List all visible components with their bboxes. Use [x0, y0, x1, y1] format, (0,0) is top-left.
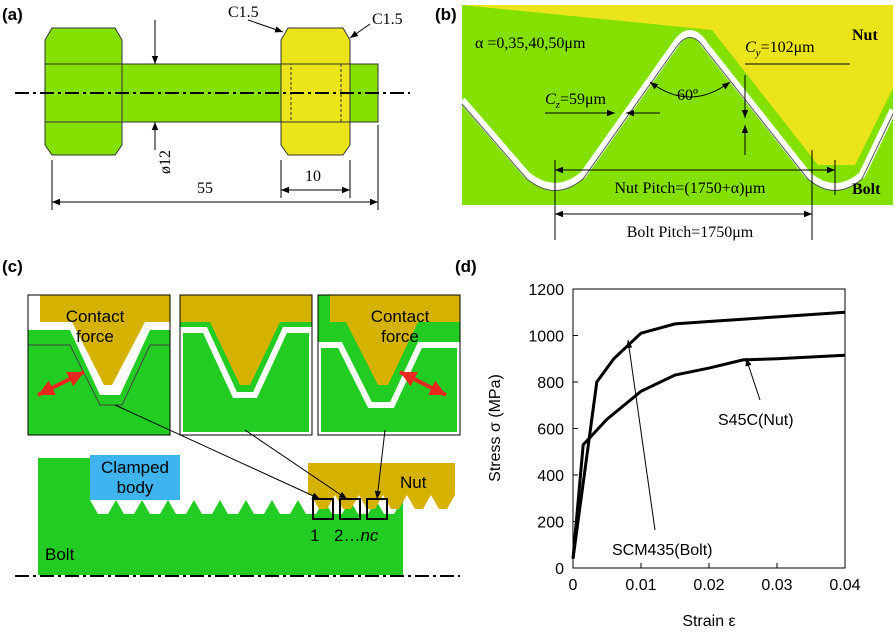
plot-frame: [573, 289, 845, 568]
leader: [248, 20, 283, 32]
x-tick-label: 0.01: [625, 577, 656, 594]
annotation-arrow: [628, 340, 655, 530]
symbol: C: [745, 39, 756, 56]
x-tick-label: 0.03: [761, 577, 792, 594]
series-line: [573, 355, 845, 558]
series-line: [573, 312, 845, 558]
y-tick-label: 1000: [528, 329, 564, 346]
annotation-arrow: [746, 358, 760, 400]
bolt-head: [45, 28, 122, 155]
figure: (a) ø12 55 10 C1.5 C1.5 (b) α =0,35,40,5…: [0, 0, 895, 636]
y-tick-label: 0: [555, 561, 564, 578]
y-tick-label: 1200: [528, 282, 564, 299]
panel-label: (a): [2, 5, 23, 24]
thread-number: 1: [310, 526, 319, 545]
panel-label: (c): [2, 257, 23, 276]
zoom-box: [180, 295, 312, 435]
value: =102μm: [761, 39, 816, 56]
panel-label: (d): [455, 257, 477, 276]
chamfer-label: C1.5: [228, 4, 259, 21]
leader: [350, 24, 370, 38]
x-tick-label: 0.02: [693, 577, 724, 594]
nut-label: Nut: [400, 473, 427, 492]
x-tick-label: 0.04: [829, 577, 860, 594]
panel-d: (d) Stress σ (MPa) Strain ε SCM435(Bolt)…: [455, 257, 861, 630]
series-annotation: SCM435(Bolt): [612, 542, 712, 559]
panel-label: (b): [435, 5, 457, 24]
text-line: Clamped: [101, 458, 169, 477]
series-annotation: S45C(Nut): [718, 412, 794, 429]
thread-second: 2…: [334, 526, 360, 545]
bolt-pitch-label: Bolt Pitch=1750μm: [627, 224, 754, 241]
symbol: C: [545, 91, 556, 108]
panel-a: (a) ø12 55 10 C1.5 C1.5: [2, 4, 410, 210]
text-line: Contact: [371, 307, 430, 326]
length-label: 55: [197, 180, 213, 197]
value: =59μm: [560, 91, 607, 108]
nut-width-label: 10: [305, 168, 321, 185]
thread-last: nc: [360, 526, 378, 545]
x-tick-label: 0: [569, 577, 578, 594]
y-tick-label: 200: [537, 515, 564, 532]
bolt-label: Bolt: [45, 545, 75, 564]
text-line: force: [381, 327, 419, 346]
alpha-label: α =0,35,40,50μm: [475, 35, 586, 52]
nut: [281, 28, 350, 155]
y-tick-label: 600: [537, 422, 564, 439]
angle-label: 60º: [677, 87, 698, 104]
y-axis-label: Stress σ (MPa): [487, 374, 504, 482]
text-line: force: [76, 327, 114, 346]
nut-pitch-label: Nut Pitch=(1750+α)μm: [615, 180, 767, 197]
text-line: body: [117, 478, 154, 497]
chamfer-label: C1.5: [372, 11, 403, 28]
y-tick-label: 400: [537, 468, 564, 485]
diameter-label: ø12: [157, 150, 174, 174]
thread-number: 2…nc: [334, 526, 379, 545]
text-line: Contact: [66, 307, 125, 326]
bolt-label: Bolt: [852, 181, 881, 198]
panel-b: (b) α =0,35,40,50μm Cy=102μm Nut Cz=59μm…: [435, 5, 893, 241]
nut-label: Nut: [852, 27, 878, 44]
x-axis-label: Strain ε: [682, 613, 735, 630]
y-tick-label: 800: [537, 375, 564, 392]
